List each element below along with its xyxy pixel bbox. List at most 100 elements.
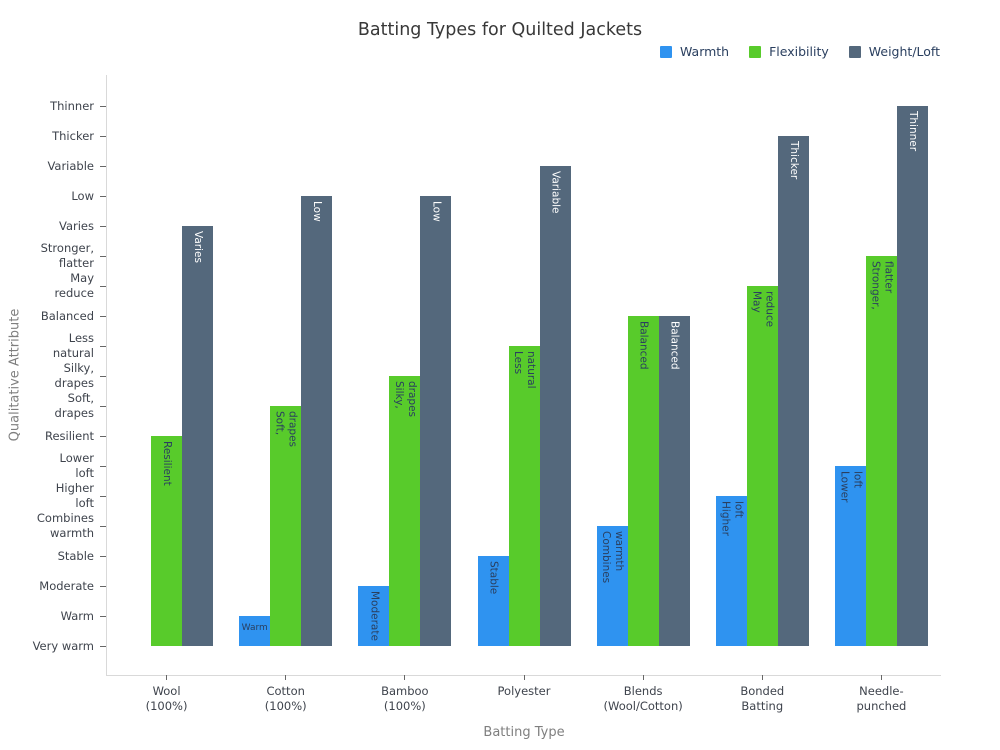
- y-tick-label-lower-loft: Lower loft: [59, 451, 94, 480]
- bar-weight-loft-bamboo-100[interactable]: Low: [420, 196, 452, 646]
- bar-flexibility-needle-punched[interactable]: Stronger, flatter: [865, 256, 897, 646]
- y-tick-label-higher-loft: Higher loft: [55, 481, 94, 510]
- x-tick-label-bamboo-100: Bamboo (100%): [381, 684, 429, 713]
- y-tick-label-stronger-flatter: Stronger, flatter: [40, 241, 94, 270]
- y-tick-mark-higher-loft: [100, 495, 106, 497]
- y-axis-line: [106, 75, 107, 675]
- y-tick-label-soft-drapes: Soft, drapes: [54, 391, 94, 420]
- bar-value-label: Stable: [487, 561, 500, 595]
- x-tick-mark-polyester: [523, 675, 525, 680]
- bar-value-label: Balanced: [668, 321, 681, 370]
- x-tick-label-bonded-batting: Bonded Batting: [740, 684, 785, 713]
- y-tick-mark-very-warm: [100, 645, 106, 647]
- bar-value-label: Thinner: [906, 111, 919, 152]
- legend-item-flexibility[interactable]: Flexibility: [749, 44, 829, 59]
- y-tick-mark-less-natural: [100, 345, 106, 347]
- bar-flexibility-bamboo-100[interactable]: Silky, drapes: [389, 376, 421, 646]
- bar-weight-loft-needle-punched[interactable]: Thinner: [896, 106, 928, 646]
- legend-label-flexibility: Flexibility: [769, 44, 829, 59]
- bar-weight-loft-cotton-100[interactable]: Low: [301, 196, 333, 646]
- y-tick-mark-thicker: [100, 135, 106, 137]
- y-tick-label-thicker: Thicker: [52, 128, 94, 143]
- bar-warmth-bonded-batting[interactable]: Higher loft: [715, 496, 747, 646]
- bar-weight-loft-polyester[interactable]: Variable: [539, 166, 571, 646]
- bar-flexibility-bonded-batting[interactable]: May reduce: [746, 286, 778, 646]
- bar-value-label: Low: [430, 201, 443, 222]
- legend-swatch-warmth-icon: [659, 45, 672, 58]
- x-tick-mark-needle-punched: [880, 675, 882, 680]
- bar-value-label: Silky, drapes: [392, 381, 418, 418]
- bar-value-label: Thicker: [787, 141, 800, 180]
- legend-label-weight-loft: Weight/Loft: [868, 44, 940, 59]
- y-tick-label-combines-warmth: Combines warmth: [36, 511, 94, 540]
- y-tick-mark-may-reduce: [100, 285, 106, 287]
- x-tick-mark-bamboo-100: [404, 675, 406, 680]
- bar-warmth-cotton-100[interactable]: Warm: [239, 616, 271, 646]
- y-tick-label-very-warm: Very warm: [32, 638, 94, 653]
- bar-value-label: Warm: [241, 623, 268, 633]
- y-tick-mark-lower-loft: [100, 465, 106, 467]
- bar-flexibility-blends-wool-cotton[interactable]: Balanced: [627, 316, 659, 646]
- x-tick-label-wool-100: Wool (100%): [145, 684, 188, 713]
- bar-flexibility-wool-100[interactable]: Resilient: [151, 436, 183, 646]
- y-tick-label-less-natural: Less natural: [52, 331, 94, 360]
- bar-weight-loft-bonded-batting[interactable]: Thicker: [777, 136, 809, 646]
- y-tick-label-stable: Stable: [57, 548, 94, 563]
- legend-item-warmth[interactable]: Warmth: [659, 44, 730, 59]
- y-axis-title: Qualitative Attribute: [7, 308, 23, 442]
- bar-warmth-polyester[interactable]: Stable: [477, 556, 509, 646]
- bar-value-label: Higher loft: [719, 501, 745, 536]
- y-tick-mark-resilient: [100, 435, 106, 437]
- x-tick-mark-cotton-100: [285, 675, 287, 680]
- y-tick-mark-stronger-flatter: [100, 255, 106, 257]
- bar-warmth-bamboo-100[interactable]: Moderate: [358, 586, 390, 646]
- bar-value-label: May reduce: [750, 291, 776, 328]
- bar-warmth-needle-punched[interactable]: Lower loft: [834, 466, 866, 646]
- legend-label-warmth: Warmth: [679, 44, 730, 59]
- y-tick-mark-warm: [100, 615, 106, 617]
- legend-swatch-weight-loft-icon: [848, 45, 861, 58]
- bar-value-label: Less natural: [512, 351, 537, 389]
- y-tick-label-varies: Varies: [58, 218, 94, 233]
- x-axis-title: Batting Type: [483, 725, 565, 740]
- y-tick-mark-stable: [100, 555, 106, 557]
- y-tick-mark-low: [100, 195, 106, 197]
- bar-value-label: Variable: [549, 171, 562, 214]
- y-tick-label-moderate: Moderate: [39, 578, 94, 593]
- y-tick-mark-combines-warmth: [100, 525, 106, 527]
- y-tick-mark-moderate: [100, 585, 106, 587]
- bar-warmth-blends-wool-cotton[interactable]: Combines warmth: [596, 526, 628, 646]
- bar-weight-loft-wool-100[interactable]: Varies: [182, 226, 214, 646]
- y-tick-label-may-reduce: May reduce: [54, 271, 94, 300]
- y-tick-mark-variable: [100, 165, 106, 167]
- bar-value-label: Balanced: [637, 321, 650, 370]
- x-tick-mark-bonded-batting: [761, 675, 763, 680]
- bar-value-label: Resilient: [161, 441, 174, 486]
- y-tick-label-variable: Variable: [47, 158, 94, 173]
- x-tick-label-blends-wool-cotton: Blends (Wool/Cotton): [603, 684, 683, 713]
- bar-value-label: Low: [311, 201, 324, 222]
- bar-value-label: Moderate: [368, 591, 381, 641]
- y-tick-mark-thinner: [100, 105, 106, 107]
- bar-weight-loft-blends-wool-cotton[interactable]: Balanced: [658, 316, 690, 646]
- y-tick-label-low: Low: [71, 188, 94, 203]
- legend-swatch-flexibility-icon: [749, 45, 762, 58]
- bar-value-label: Varies: [192, 231, 205, 263]
- bar-value-label: Soft, drapes: [273, 411, 299, 448]
- y-tick-mark-soft-drapes: [100, 405, 106, 407]
- x-tick-mark-blends-wool-cotton: [642, 675, 644, 680]
- chart-title: Batting Types for Quilted Jackets: [357, 20, 643, 40]
- bar-value-label: Stronger, flatter: [869, 261, 895, 310]
- y-tick-label-silky-drapes: Silky, drapes: [54, 361, 94, 390]
- bar-value-label: Lower loft: [838, 471, 864, 503]
- bar-value-label: Combines warmth: [600, 531, 626, 584]
- y-tick-label-thinner: Thinner: [50, 98, 94, 113]
- y-tick-mark-balanced: [100, 315, 106, 317]
- legend-item-weight-loft[interactable]: Weight/Loft: [848, 44, 940, 59]
- x-tick-label-cotton-100: Cotton (100%): [264, 684, 307, 713]
- bar-flexibility-polyester[interactable]: Less natural: [508, 346, 540, 646]
- y-tick-label-resilient: Resilient: [45, 428, 94, 443]
- bar-flexibility-cotton-100[interactable]: Soft, drapes: [270, 406, 302, 646]
- y-tick-mark-silky-drapes: [100, 375, 106, 377]
